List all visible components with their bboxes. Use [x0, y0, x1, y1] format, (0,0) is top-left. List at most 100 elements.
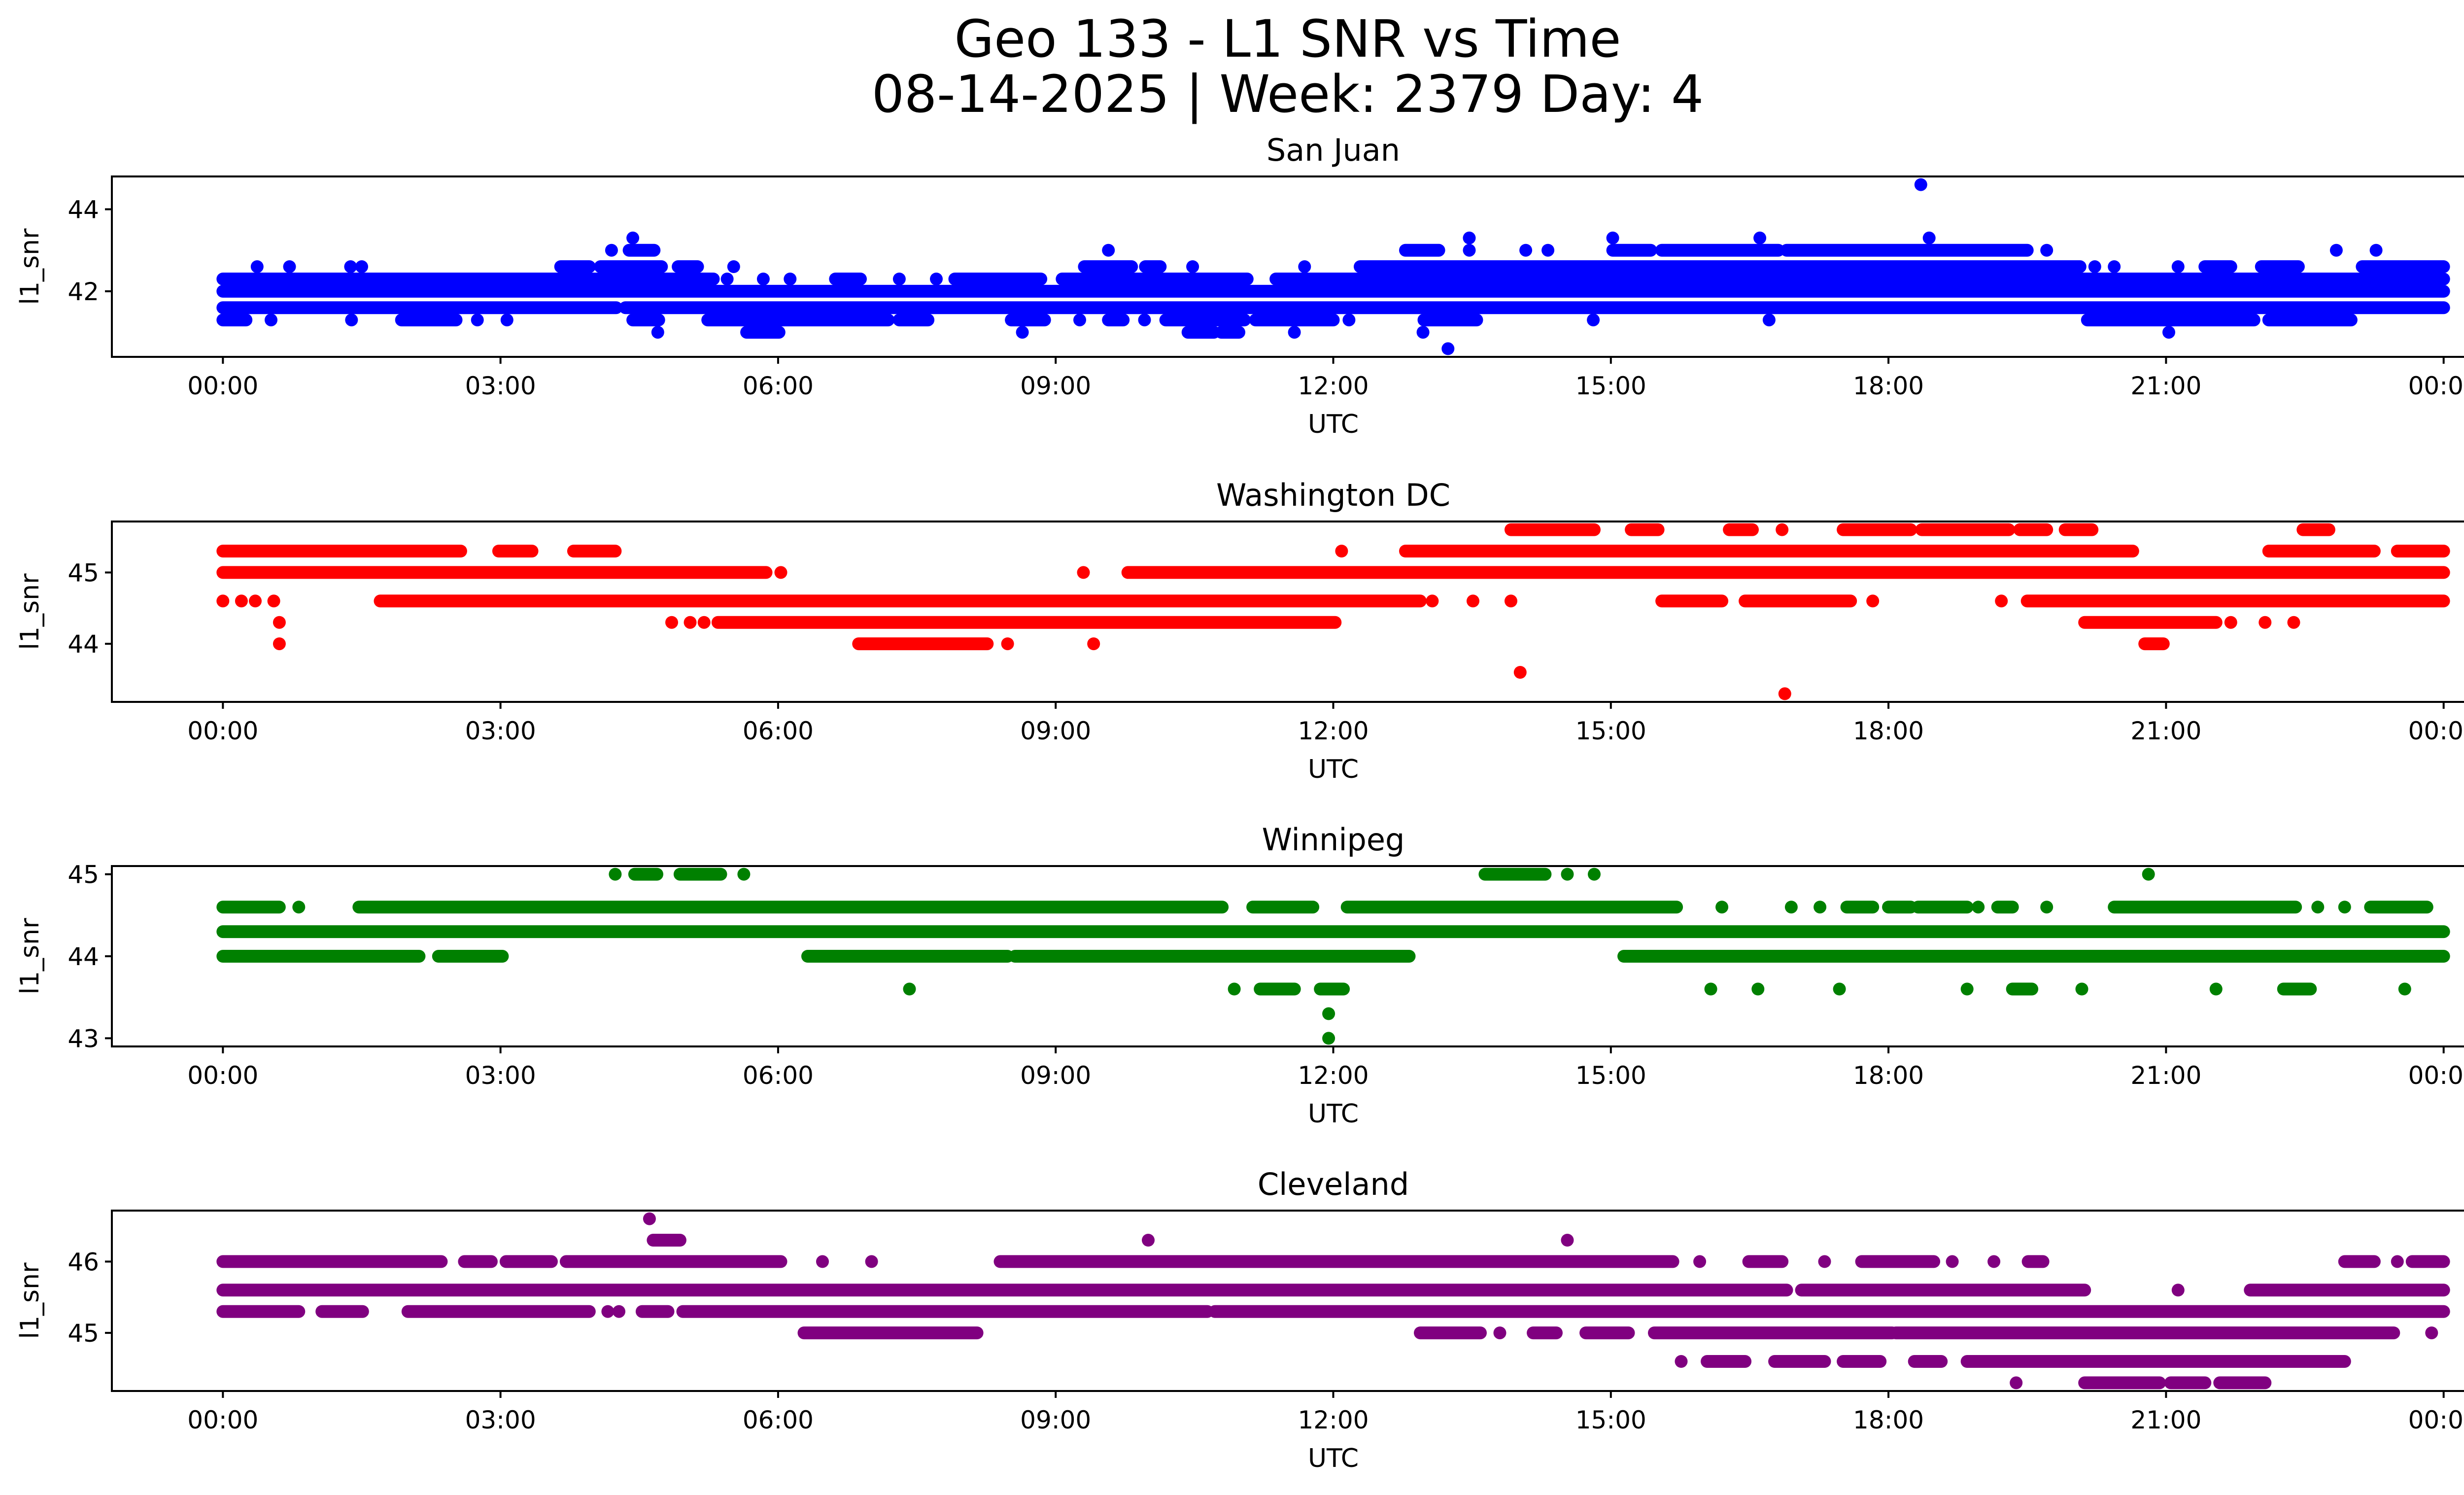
data-point-run — [2262, 545, 2381, 557]
subplot-title: Winnipeg — [1262, 822, 1405, 858]
data-point — [1587, 313, 1600, 327]
data-point — [727, 260, 740, 273]
data-point-run — [1606, 243, 1657, 257]
x-tick-label: 21:00 — [2130, 717, 2201, 745]
data-point — [1228, 982, 1241, 996]
data-point-run — [1478, 868, 1552, 881]
data-point — [1814, 901, 1827, 914]
subplot-cleveland: Cleveland 45 46 00:00 03:00 06:00 09:00 12:00 15… — [15, 1166, 2464, 1473]
subplot-winnipeg: Winnipeg 43 44 45 00:00 03:00 06:00 09:00 12:00 1… — [15, 822, 2464, 1129]
data-point-run — [2356, 260, 2450, 273]
data-point-run — [1855, 1255, 1941, 1268]
data-point — [1288, 326, 1301, 339]
data-point-run — [626, 313, 665, 327]
data-point — [1322, 1032, 1335, 1045]
data-point — [605, 243, 618, 257]
data-point — [665, 616, 678, 629]
data-point-run — [676, 1305, 1214, 1318]
data-point — [2369, 243, 2383, 257]
data-point-run — [395, 313, 463, 327]
x-tick-label: 15:00 — [1575, 1406, 1646, 1434]
data-point — [1946, 1255, 1959, 1268]
y-tick-label: 45 — [68, 558, 99, 587]
x-tick-label: 15:00 — [1575, 372, 1646, 400]
data-point — [737, 868, 751, 881]
data-point-run — [216, 1284, 1793, 1297]
y-tick-label: 44 — [68, 630, 99, 659]
data-point-run — [2138, 637, 2170, 651]
subplot-title: San Juan — [1266, 132, 1400, 168]
data-point — [2224, 616, 2237, 629]
data-point — [1778, 687, 1791, 700]
data-point — [265, 313, 277, 327]
data-point — [1441, 342, 1455, 355]
data-point-run — [1889, 1326, 2400, 1340]
x-tick-label: 15:00 — [1575, 717, 1646, 745]
data-point — [355, 260, 368, 273]
x-tick-label: 12:00 — [1298, 1061, 1369, 1090]
x-tick-label: 09:00 — [1020, 1406, 1091, 1434]
data-point-run — [1121, 566, 2450, 579]
x-tick-label: 12:00 — [1298, 717, 1369, 745]
data-series — [216, 178, 2450, 355]
data-point — [2391, 1255, 2404, 1268]
data-point-run — [622, 243, 661, 257]
subplot-title: Cleveland — [1258, 1166, 1409, 1202]
data-point-run — [374, 594, 1427, 608]
data-point-run — [1159, 313, 1251, 327]
data-point-run — [801, 950, 1014, 963]
data-point — [235, 594, 248, 608]
data-point — [1142, 1234, 1155, 1247]
data-point-run — [1768, 1355, 1831, 1368]
data-point-run — [1617, 950, 2450, 963]
data-point — [292, 901, 306, 914]
data-point — [2329, 243, 2343, 257]
data-point-run — [315, 1305, 369, 1318]
data-point-run — [1340, 901, 1683, 914]
x-axis-label: UTC — [1308, 410, 1359, 439]
x-tick-label: 00:00 — [187, 717, 258, 745]
data-point — [1505, 594, 1517, 608]
data-point-run — [2058, 523, 2099, 536]
x-tick-label: 00:00 — [2408, 1406, 2464, 1434]
data-point — [1776, 523, 1789, 536]
y-axis-label: l1_snr — [15, 1262, 45, 1339]
data-point-run — [1742, 1255, 1789, 1268]
data-point-run — [672, 260, 704, 273]
data-point — [1704, 982, 1717, 996]
data-series — [216, 868, 2450, 1045]
data-point-run — [892, 313, 935, 327]
y-tick-label: 45 — [68, 1319, 99, 1348]
data-point-run — [216, 901, 286, 914]
data-point — [1073, 313, 1086, 327]
data-point — [1335, 545, 1348, 557]
x-tick-label: 00:00 — [187, 1406, 258, 1434]
data-point — [1519, 243, 1533, 257]
y-axis-label: l1_snr — [15, 573, 45, 650]
data-point-run — [499, 1255, 558, 1268]
data-point — [1693, 1255, 1707, 1268]
data-point-run — [2006, 982, 2039, 996]
data-point — [626, 231, 640, 244]
data-point-run — [216, 950, 426, 963]
data-point — [1588, 868, 1601, 881]
data-point — [1342, 313, 1356, 327]
data-point — [1922, 231, 1936, 244]
subplots: San Juan 42 44 00:00 03:00 06:00 09:00 12:00 15:… — [15, 132, 2464, 1473]
data-point-run — [1837, 1355, 1887, 1368]
data-point-run — [492, 545, 539, 557]
data-point-run — [1723, 523, 1759, 536]
x-tick-label: 03:00 — [465, 372, 536, 400]
data-point — [283, 260, 296, 273]
y-axis-label: l1_snr — [15, 228, 45, 305]
data-point-run — [619, 301, 2450, 314]
data-point-run — [1655, 243, 1785, 257]
x-tick-label: 06:00 — [743, 717, 814, 745]
data-point-run — [740, 326, 786, 339]
data-point — [2010, 1376, 2023, 1390]
x-tick-label: 15:00 — [1575, 1061, 1646, 1090]
data-point-run — [2296, 523, 2335, 536]
data-point-run — [567, 545, 622, 557]
data-point-run — [2164, 1376, 2212, 1390]
data-point — [609, 868, 622, 881]
